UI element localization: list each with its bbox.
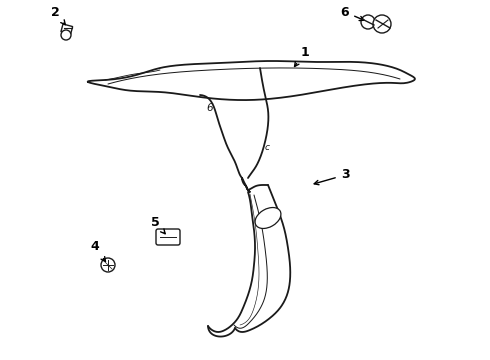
Text: 2: 2 xyxy=(50,5,65,24)
Text: 1: 1 xyxy=(294,45,309,67)
Text: 3: 3 xyxy=(314,168,349,185)
Circle shape xyxy=(61,30,71,40)
Text: 5: 5 xyxy=(150,216,165,234)
Text: 6: 6 xyxy=(341,5,364,21)
Circle shape xyxy=(101,258,115,272)
Ellipse shape xyxy=(255,207,281,229)
Text: 6: 6 xyxy=(207,103,213,113)
Circle shape xyxy=(373,15,391,33)
FancyBboxPatch shape xyxy=(156,229,180,245)
Text: 4: 4 xyxy=(91,240,105,261)
Circle shape xyxy=(361,15,375,29)
Text: c: c xyxy=(265,144,270,153)
Bar xyxy=(61,24,73,34)
